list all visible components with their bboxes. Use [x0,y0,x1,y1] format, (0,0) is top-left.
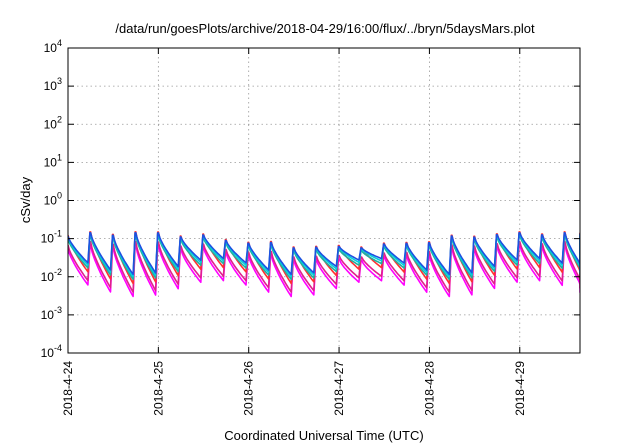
chart-title: /data/run/goesPlots/archive/2018-04-29/1… [115,21,535,36]
y-tick-label: 101 [44,152,62,169]
x-tick-label: 2018-4-24 [61,361,75,416]
y-tick-label: 10-4 [41,343,62,360]
grid-layer [68,48,580,353]
x-tick-label: 2018-4-29 [513,361,527,416]
y-tick-label: 10-2 [41,267,62,284]
x-tick-label: 2018-4-27 [332,361,346,416]
y-tick-label: 10-1 [41,229,62,246]
plot-frame [67,47,581,354]
tick-layer: 10-4 10-3 10-2 10-1 100 101 102 103 104 2018-4-24… [41,38,580,416]
y-tick-label: 104 [44,38,62,55]
series-layer [68,231,580,298]
y-tick-label: 100 [44,191,62,208]
y-tick-label: 10-3 [41,305,62,322]
y-axis-label: cSv/day [18,176,33,223]
y-tick-label: 103 [44,76,62,93]
x-tick-label: 2018-4-26 [242,361,256,416]
series-line-6 [68,232,580,276]
x-tick-label: 2018-4-28 [422,361,436,416]
x-tick-label: 2018-4-25 [151,361,165,416]
x-axis-label: Coordinated Universal Time (UTC) [224,428,423,443]
y-tick-label: 102 [44,114,62,131]
